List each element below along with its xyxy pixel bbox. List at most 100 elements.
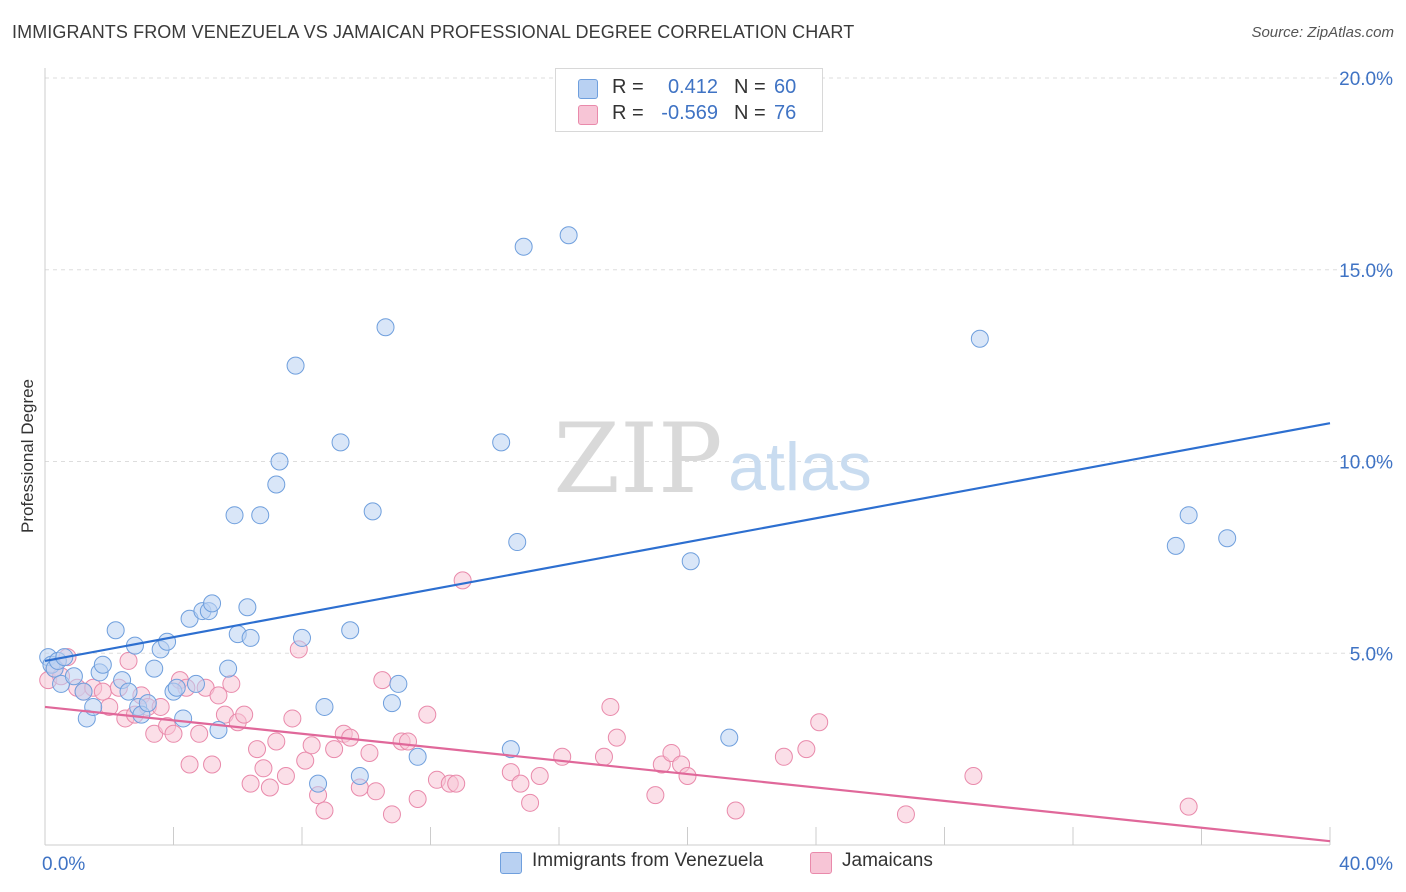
jamaicans-point <box>360 743 379 762</box>
x-tick-label-min: 0.0% <box>42 854 85 875</box>
jamaicans-point <box>209 686 228 705</box>
jamaicans-point <box>607 728 626 747</box>
tick-labels: 5.0% 10.0% 15.0% 20.0% 0.0% 40.0% <box>42 69 1393 875</box>
jamaicans-point <box>453 571 472 590</box>
jamaicans-point <box>366 782 385 801</box>
venezuela-point <box>309 774 328 793</box>
jamaicans-point <box>964 766 983 785</box>
watermark-atlas: atlas <box>728 429 872 505</box>
jamaicans-point <box>283 709 302 728</box>
jamaicans-point <box>296 751 315 770</box>
venezuela-point <box>331 433 350 452</box>
venezuela-point <box>363 502 382 521</box>
venezuela-point <box>1166 536 1185 555</box>
jamaicans-point <box>222 674 241 693</box>
jamaicans-point <box>418 705 437 724</box>
legend-row-venezuela: R = 0.412 N = 60 <box>556 76 822 102</box>
venezuela-point <box>286 356 305 375</box>
legend-n-value: 76 <box>774 102 797 124</box>
jamaicans-point <box>180 755 199 774</box>
jamaicans-point <box>501 763 520 782</box>
jamaicans-point <box>662 743 681 762</box>
jamaicans-point <box>267 732 286 751</box>
legend-n-value: 60 <box>774 76 797 98</box>
venezuela-point <box>970 329 989 348</box>
venezuela-point <box>1218 529 1237 548</box>
x-tick-label-max: 40.0% <box>1339 854 1393 875</box>
jamaicans-point <box>315 801 334 820</box>
jamaicans-point <box>1179 797 1198 816</box>
venezuela-point <box>251 506 270 525</box>
y-tick-label: 20.0% <box>1339 69 1393 90</box>
venezuela-point <box>408 747 427 766</box>
y-tick-label: 15.0% <box>1339 261 1393 282</box>
venezuela-point <box>270 452 289 471</box>
jamaicans-point <box>235 705 254 724</box>
jamaicans-point <box>408 789 427 808</box>
venezuela-point <box>492 433 511 452</box>
legend-n-label: N = <box>734 102 766 124</box>
legend-n-label: N = <box>734 76 766 98</box>
grid-lines <box>45 77 1390 654</box>
venezuela-point <box>203 594 222 613</box>
venezuela-point <box>514 237 533 256</box>
jamaicans-point <box>797 740 816 759</box>
jamaicans-point <box>601 697 620 716</box>
venezuela-point <box>559 226 578 245</box>
jamaicans-point <box>119 651 138 670</box>
venezuela-point <box>167 678 186 697</box>
venezuela-point <box>145 659 164 678</box>
jamaicans-point <box>726 801 745 820</box>
venezuela-point <box>389 674 408 693</box>
jamaicans-point <box>93 682 112 701</box>
jamaicans-point <box>399 732 418 751</box>
legend-swatch-blue <box>578 79 598 99</box>
jamaicans-point <box>521 793 540 812</box>
venezuela-point <box>238 598 257 617</box>
jamaicans-point <box>896 805 915 824</box>
venezuela-point <box>106 621 125 640</box>
jamaicans-point <box>190 724 209 743</box>
venezuela-point <box>376 318 395 337</box>
venezuela-point <box>501 740 520 759</box>
venezuela-point <box>341 621 360 640</box>
venezuela-point <box>1179 506 1198 525</box>
jamaicans-point <box>774 747 793 766</box>
venezuela-point <box>267 475 286 494</box>
watermark-zip: ZIP <box>553 403 722 515</box>
jamaicans-point <box>241 774 260 793</box>
jamaicans-point <box>254 759 273 778</box>
jamaicans-point <box>594 747 613 766</box>
jamaicans-point <box>553 747 572 766</box>
legend-r-label: R = <box>612 76 644 98</box>
jamaicans-point <box>260 778 279 797</box>
venezuela-point <box>681 552 700 571</box>
jamaicans-point <box>164 724 183 743</box>
venezuela-point <box>186 674 205 693</box>
venezuela-point <box>350 766 369 785</box>
legend-row-jamaicans: R = -0.569 N = 76 <box>556 102 822 128</box>
legend-swatch-pink <box>578 105 598 125</box>
jamaicans-point <box>302 736 321 755</box>
legend-swatch-pink <box>810 852 832 874</box>
legend-swatch-blue <box>500 852 522 874</box>
venezuela-point <box>225 506 244 525</box>
jamaicans-point <box>276 766 295 785</box>
venezuela-point <box>508 533 527 552</box>
venezuela-point <box>293 628 311 647</box>
venezuela-point <box>382 694 401 713</box>
chart-title: IMMIGRANTS FROM VENEZUELA VS JAMAICAN PR… <box>12 22 855 42</box>
jamaicans-point <box>652 755 671 774</box>
jamaicans-point <box>810 713 829 732</box>
source-credit: Source: ZipAtlas.com <box>1251 24 1394 41</box>
jamaicans-point <box>530 766 549 785</box>
jamaicans-point <box>646 786 665 805</box>
legend-r-label: R = <box>612 102 644 124</box>
venezuela-point <box>720 728 739 747</box>
venezuela-point <box>138 694 157 713</box>
venezuela-point <box>315 697 334 716</box>
venezuela-point <box>158 632 177 651</box>
jamaicans-point <box>447 774 466 793</box>
venezuela-point <box>241 628 260 647</box>
